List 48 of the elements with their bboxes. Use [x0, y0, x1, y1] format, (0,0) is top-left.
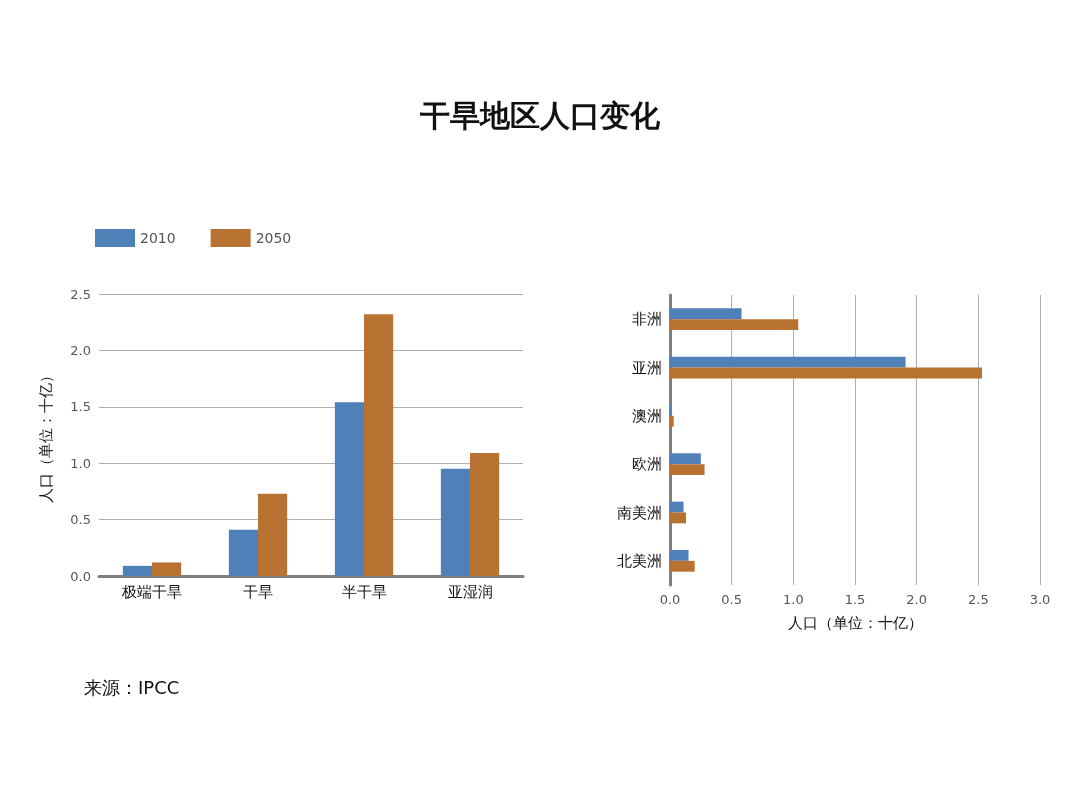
- bar: [670, 464, 705, 476]
- x-tick-label: 3.0: [1029, 592, 1051, 607]
- bar: [122, 565, 152, 576]
- x-tick-label: 2.0: [906, 592, 928, 607]
- y-tick-label: 非洲: [632, 310, 662, 329]
- bar: [670, 560, 695, 572]
- x-tick-label: 0.5: [721, 592, 743, 607]
- bar: [470, 453, 500, 576]
- y-tick-label: 澳洲: [632, 406, 662, 425]
- bar: [670, 453, 701, 465]
- bar: [258, 493, 288, 576]
- y-tick-label: 2.5: [70, 286, 91, 302]
- x-tick-label: 1.0: [782, 592, 804, 607]
- bar: [440, 468, 470, 576]
- legend-label: 2010: [140, 230, 176, 246]
- x-tick-label: 极端干旱: [121, 582, 182, 601]
- source-note: 来源：IPCC: [84, 676, 180, 700]
- legend-label: 2050: [255, 230, 292, 246]
- bar: [228, 529, 258, 576]
- y-tick-label: 1.5: [70, 399, 91, 415]
- y-tick-label: 亚洲: [632, 358, 662, 377]
- y-tick-label: 0.5: [70, 512, 91, 528]
- bar: [670, 356, 906, 368]
- x-tick-label: 0.0: [659, 592, 681, 607]
- x-axis-title: 人口（单位：十亿）: [787, 613, 923, 632]
- y-axis-title: 人口（单位：十亿）: [36, 367, 55, 503]
- x-tick-label: 1.5: [844, 592, 866, 607]
- bar: [364, 314, 394, 576]
- bar: [670, 512, 687, 524]
- bar: [670, 308, 742, 320]
- bar: [670, 319, 799, 331]
- y-tick-label: 欧洲: [632, 455, 662, 474]
- bar: [334, 402, 364, 576]
- x-tick-label: 半干旱: [341, 582, 387, 601]
- bar: [670, 415, 674, 427]
- bar: [670, 549, 689, 561]
- x-tick-label: 亚湿润: [447, 582, 493, 601]
- bar: [670, 501, 684, 513]
- chart-title: 干旱地区人口变化: [419, 97, 661, 135]
- x-tick-label: 2.5: [967, 592, 989, 607]
- x-tick-label: 干旱: [243, 582, 273, 601]
- y-tick-label: 0.0: [70, 568, 91, 584]
- y-tick-label: 北美洲: [617, 551, 662, 570]
- y-tick-label: 2.0: [70, 342, 91, 358]
- bar: [670, 367, 983, 379]
- y-tick-label: 1.0: [70, 455, 91, 471]
- y-tick-label: 南美洲: [617, 503, 662, 522]
- bar: [152, 562, 182, 576]
